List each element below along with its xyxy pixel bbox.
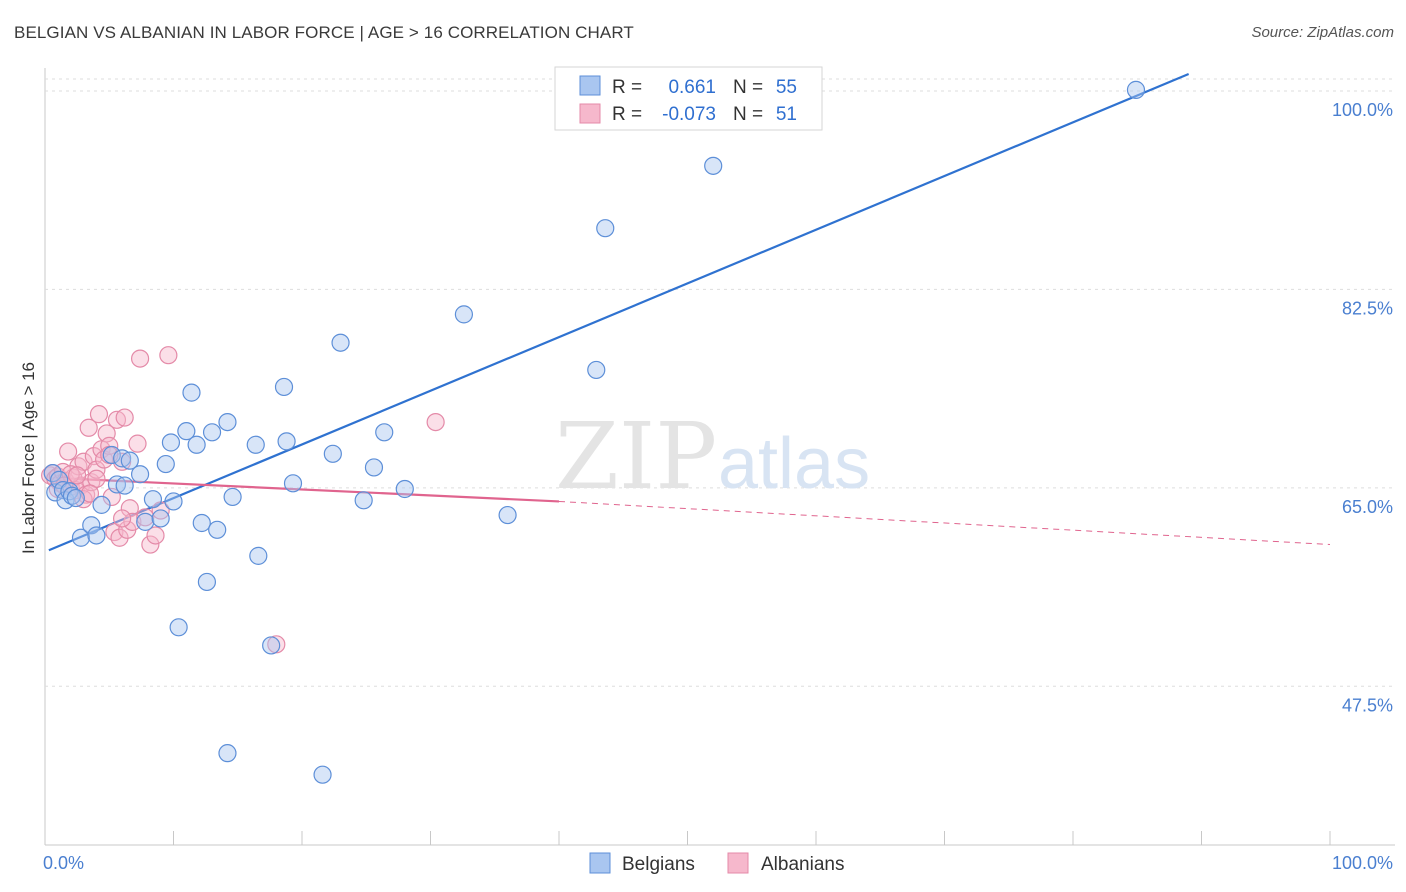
albanian-point <box>136 508 155 527</box>
belgian-point <box>218 744 237 763</box>
belgian-point <box>218 412 237 432</box>
belgian-points <box>43 80 1146 784</box>
y-tick-label: 100.0% <box>1332 100 1393 120</box>
legend-n-label-albanian: N = <box>733 104 763 125</box>
belgian-point <box>313 765 332 784</box>
belgian-point <box>82 516 101 535</box>
watermark-atlas: atlas <box>718 424 870 504</box>
belgian-point <box>43 464 62 483</box>
belgian-point <box>161 433 181 452</box>
albanian-point <box>130 349 150 368</box>
legend-r-label-belgian: R = <box>612 77 642 98</box>
albanian-point <box>146 526 165 545</box>
series-legend: Belgians Albanians <box>589 852 844 875</box>
belgian-point <box>375 423 394 442</box>
legend-r-value-belgian: 0.661 <box>668 77 716 98</box>
stats-legend: R = 0.661 N = 55 R = -0.073 N = 51 <box>554 66 823 131</box>
belgian-point <box>246 435 265 454</box>
belgian-point <box>249 546 268 565</box>
belgian-point <box>208 520 227 539</box>
albanian-point <box>128 434 147 453</box>
albanian-point <box>159 346 178 365</box>
y-tick-label: 82.5% <box>1342 298 1393 318</box>
source-label: Source: ZipAtlas.com <box>1251 24 1394 41</box>
belgian-point <box>92 495 111 514</box>
legend-swatch-albanian <box>579 103 601 124</box>
albanian-trend-line <box>48 476 560 503</box>
albanian-point <box>89 405 109 424</box>
series-legend-swatch-belgians <box>589 852 611 874</box>
legend-n-value-albanian: 51 <box>776 104 797 125</box>
albanian-point <box>120 499 139 518</box>
series-legend-label-albanians: Albanians <box>761 854 844 875</box>
albanian-point <box>115 408 134 427</box>
albanian-point <box>59 442 78 461</box>
belgian-point <box>1126 80 1146 99</box>
belgian-point <box>102 445 121 465</box>
belgian-point <box>87 526 106 545</box>
x-tick-label-max: 100.0% <box>1332 853 1393 873</box>
legend-n-label-belgian: N = <box>733 77 763 98</box>
x-axis-ticks <box>173 831 1331 845</box>
belgian-point <box>169 618 188 637</box>
legend-n-value-belgian: 55 <box>776 77 797 98</box>
belgian-point <box>354 491 373 510</box>
belgian-point <box>66 488 85 508</box>
belgian-point <box>136 512 155 531</box>
belgian-point <box>192 513 211 533</box>
belgian-point <box>498 505 517 525</box>
albanian-trend-line-extension <box>558 500 1331 546</box>
belgian-point <box>177 422 196 441</box>
y-tick-labels: 47.5% 65.0% 82.5% 100.0% <box>1332 100 1393 715</box>
belgian-point <box>120 451 139 470</box>
y-tick-label: 65.0% <box>1342 497 1393 517</box>
chart-title: BELGIAN VS ALBANIAN IN LABOR FORCE | AGE… <box>14 23 634 42</box>
albanian-point <box>112 509 132 528</box>
albanian-point <box>84 447 103 466</box>
belgian-point <box>115 476 134 495</box>
belgian-point <box>143 490 163 509</box>
belgian-point <box>596 219 615 238</box>
belgian-point <box>331 333 350 352</box>
albanian-point <box>426 412 445 432</box>
watermark-zip: ZIP <box>555 403 717 510</box>
albanian-point <box>141 535 160 554</box>
legend-r-label-albanian: R = <box>612 104 642 125</box>
belgian-point <box>395 479 414 499</box>
albanian-point <box>68 466 87 485</box>
belgian-point <box>50 470 69 490</box>
belgian-point <box>151 509 170 528</box>
belgian-point <box>274 377 294 397</box>
belgian-point <box>182 383 201 402</box>
belgian-point <box>704 156 723 175</box>
albanian-point <box>79 418 98 437</box>
belgian-trend-line <box>48 72 1190 552</box>
belgian-point <box>277 432 296 451</box>
belgian-point <box>283 474 303 493</box>
belgian-point <box>323 444 342 463</box>
series-legend-label-belgians: Belgians <box>622 854 695 875</box>
series-legend-swatch-albanians <box>727 852 749 874</box>
belgian-point <box>364 458 384 477</box>
belgian-point <box>197 572 217 592</box>
belgian-point <box>223 487 242 507</box>
y-tick-label: 47.5% <box>1342 695 1393 715</box>
x-tick-label-min: 0.0% <box>43 853 84 873</box>
belgian-point <box>187 435 206 454</box>
belgian-point <box>156 454 175 474</box>
belgian-point <box>262 636 281 655</box>
belgian-point <box>587 360 606 380</box>
albanian-point <box>80 484 100 503</box>
belgian-point <box>107 475 127 494</box>
legend-swatch-belgian <box>579 75 601 96</box>
belgian-point <box>202 423 222 442</box>
legend-r-value-albanian: -0.073 <box>662 104 716 125</box>
belgian-point <box>454 305 474 324</box>
belgian-point <box>71 528 91 547</box>
belgian-point <box>130 465 150 484</box>
y-axis-title: In Labor Force | Age > 16 <box>19 362 38 554</box>
belgian-point <box>164 492 183 511</box>
trend-lines <box>48 72 1331 552</box>
